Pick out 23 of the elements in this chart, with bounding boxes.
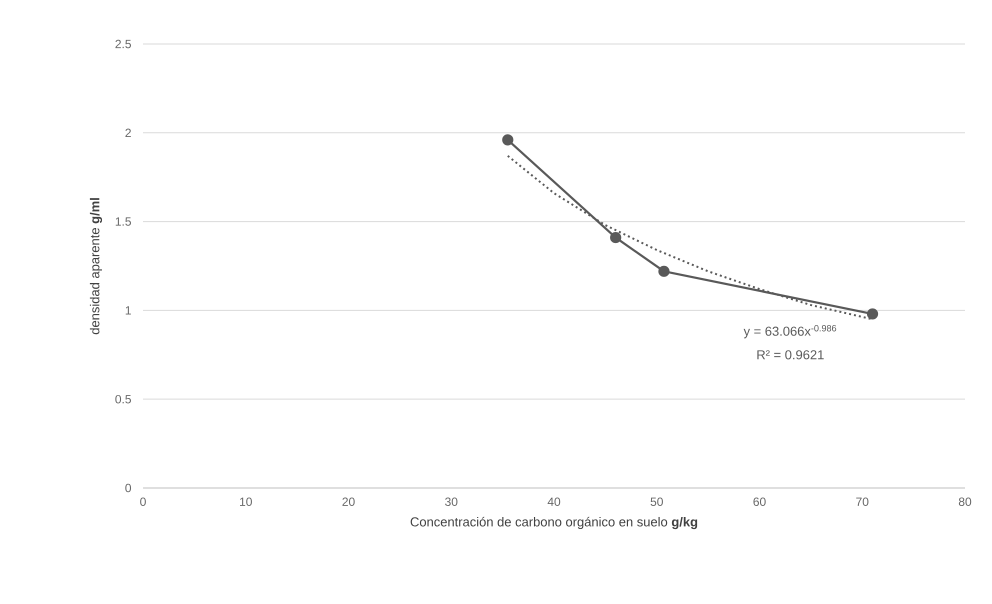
point [658,266,670,277]
point [866,308,878,320]
point [610,232,622,244]
x-axis-title: Concentración de carbono orgánico en suelo g/kg [410,516,698,530]
y-tick-label: 0.5 [115,394,131,404]
annotation: y = 63.066x$^{-0.986}$ [744,325,836,338]
x-tick-label: 20 [342,498,355,506]
y-tick-label: 1 [126,306,131,314]
y-axis-title: densidad aparente g/ml [90,198,102,334]
y-tick-label: 2.5 [115,40,131,48]
point [502,134,514,146]
x-tick-label: 50 [650,498,663,506]
x-tick-label: 60 [753,498,766,506]
x-tick-label: 30 [445,498,458,506]
annotation: R² = 0.9621 [757,350,824,360]
x-tick-label: 70 [856,498,868,506]
x-tick-label: 40 [548,498,560,506]
x-tick-label: 10 [240,498,252,506]
x-tick-label: 80 [958,498,972,506]
y-tick-label: 1.5 [116,217,131,226]
y-tick-label: 0 [125,484,132,492]
x-tick-label: 0 [140,498,146,506]
y-tick-label: 2 [125,128,131,137]
